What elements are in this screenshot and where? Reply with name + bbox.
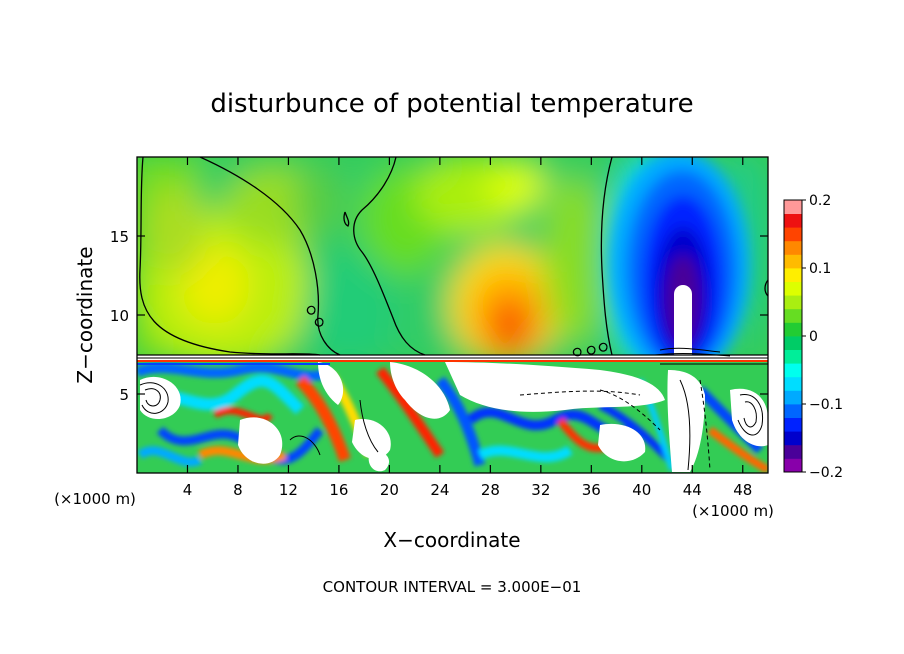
colorbar-swatch bbox=[784, 431, 802, 446]
x-tick-label: 24 bbox=[430, 481, 449, 499]
colorbar-swatch bbox=[784, 390, 802, 405]
x-axis: 4 8 12 16 20 24 28 32 36 40 44 48 bbox=[183, 157, 752, 499]
colorbar-swatch bbox=[784, 254, 802, 269]
colorbar-tick-label: −0.1 bbox=[809, 397, 843, 413]
colorbar-swatch bbox=[784, 322, 802, 337]
saturated-patches bbox=[140, 362, 768, 472]
colorbar-swatch bbox=[784, 281, 802, 296]
x-tick-label: 4 bbox=[183, 481, 193, 499]
interface-band bbox=[137, 354, 768, 365]
x-tick-label: 16 bbox=[329, 481, 348, 499]
colorbar-swatch bbox=[784, 458, 802, 473]
colorbar-tick-label: 0.2 bbox=[809, 193, 831, 209]
y-tick-label: 10 bbox=[110, 307, 129, 325]
upper-field bbox=[137, 157, 768, 357]
colorbar-swatch bbox=[784, 417, 802, 432]
x-tick-label: 32 bbox=[531, 481, 550, 499]
colorbar-tick-label: −0.2 bbox=[809, 465, 843, 481]
colorbar-tick-label: 0.1 bbox=[809, 261, 831, 277]
plot-area bbox=[136, 156, 769, 474]
colorbar bbox=[783, 199, 803, 473]
colorbar-swatch bbox=[784, 200, 802, 214]
x-tick-label: 12 bbox=[279, 481, 298, 499]
colorbar-swatch bbox=[784, 349, 802, 364]
colorbar-labels: 0.2 0.1 0 −0.1 −0.2 bbox=[802, 193, 843, 481]
cold-core-anomaly bbox=[674, 285, 692, 357]
colorbar-swatch bbox=[784, 444, 802, 459]
lower-field bbox=[137, 358, 768, 473]
x-tick-label: 48 bbox=[733, 481, 752, 499]
x-tick-label: 44 bbox=[683, 481, 702, 499]
colorbar-swatch bbox=[784, 213, 802, 228]
y-tick-label: 15 bbox=[110, 228, 129, 246]
x-tick-label: 40 bbox=[632, 481, 651, 499]
y-axis: 5 10 15 bbox=[110, 228, 768, 404]
lower-contours bbox=[139, 379, 764, 471]
colorbar-swatch bbox=[784, 404, 802, 418]
x-tick-label: 20 bbox=[380, 481, 399, 499]
y-tick-label: 5 bbox=[119, 386, 129, 404]
x-tick-label: 28 bbox=[481, 481, 500, 499]
colorbar-swatch bbox=[784, 295, 802, 310]
cold-core-contours bbox=[654, 347, 731, 357]
colorbar-swatch bbox=[784, 308, 802, 323]
x-tick-label: 8 bbox=[233, 481, 243, 499]
x-tick-label: 36 bbox=[582, 481, 601, 499]
x-axis-label: X−coordinate bbox=[383, 528, 520, 552]
x-axis-units-left: (×1000 m) bbox=[54, 490, 136, 508]
upper-contours bbox=[139, 157, 768, 357]
colorbar-swatch bbox=[784, 336, 802, 350]
colorbar-swatch bbox=[784, 227, 802, 242]
colorbar-swatch bbox=[784, 376, 802, 391]
y-axis-label: Z−coordinate bbox=[73, 246, 97, 383]
x-axis-units-right: (×1000 m) bbox=[692, 502, 774, 520]
colorbar-swatch bbox=[784, 268, 802, 282]
colorbar-swatch bbox=[784, 363, 802, 378]
colorbar-tick-label: 0 bbox=[809, 329, 818, 345]
colorbar-swatch bbox=[784, 240, 802, 255]
chart-title: disturbunce of potential temperature bbox=[210, 89, 693, 119]
contour-interval-note: CONTOUR INTERVAL = 3.000E−01 bbox=[323, 578, 582, 596]
